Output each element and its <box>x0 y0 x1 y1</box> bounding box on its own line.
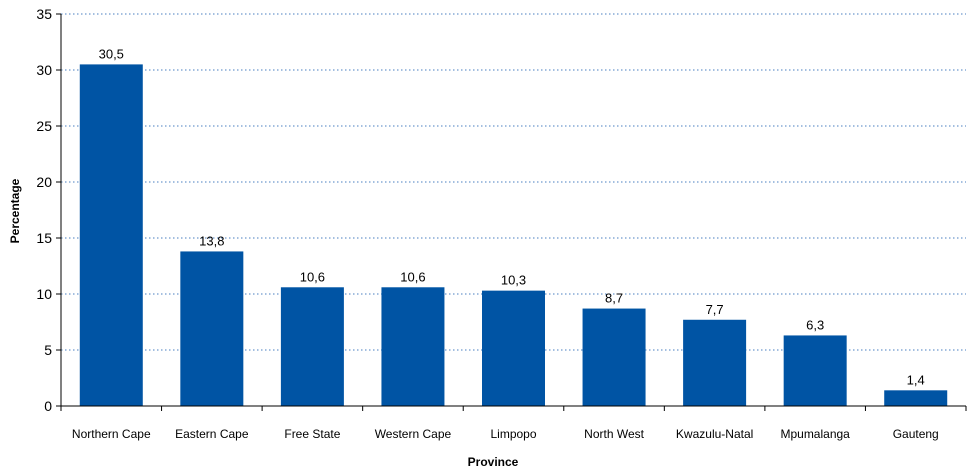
bar <box>683 319 747 406</box>
bar <box>582 308 646 406</box>
y-tick-label: 5 <box>44 342 52 358</box>
data-label: 6,3 <box>806 317 824 332</box>
x-tick-label: Eastern Cape <box>175 427 249 441</box>
y-axis-title: Percentage <box>8 178 22 243</box>
y-tick-label: 35 <box>36 6 52 22</box>
data-label: 7,7 <box>706 302 724 317</box>
data-label: 8,7 <box>605 291 623 306</box>
y-tick-label: 20 <box>36 174 52 190</box>
x-tick-label: Gauteng <box>893 427 939 441</box>
x-tick-label: Free State <box>284 427 340 441</box>
x-tick-label: Kwazulu-Natal <box>676 427 753 441</box>
bar <box>884 390 948 406</box>
data-label: 10,6 <box>300 269 325 284</box>
data-label: 30,5 <box>99 46 124 61</box>
y-tick-label: 0 <box>44 398 52 414</box>
data-label: 13,8 <box>199 233 224 248</box>
data-label: 1,4 <box>907 372 925 387</box>
x-axis-title: Province <box>468 455 519 469</box>
x-tick-label: Limpopo <box>490 427 536 441</box>
x-tick-label: Mpumalanga <box>780 427 850 441</box>
x-tick-label: Western Cape <box>375 427 452 441</box>
axes: 0 5 10 15 20 25 30 35 Northern Cape Eastern Cape F… <box>36 6 967 441</box>
bar <box>482 290 545 406</box>
x-tick-label: Northern Cape <box>72 427 151 441</box>
bar <box>79 64 143 407</box>
y-tick-label: 30 <box>36 62 52 78</box>
bar <box>381 287 445 406</box>
y-tick-label: 10 <box>36 286 52 302</box>
y-tick-label: 25 <box>36 118 52 134</box>
bar <box>783 335 847 406</box>
x-tick-label: North West <box>584 427 644 441</box>
y-tick-label: 15 <box>36 230 52 246</box>
bars <box>79 64 948 407</box>
data-label: 10,6 <box>400 269 425 284</box>
data-label: 10,3 <box>501 273 526 288</box>
bar <box>280 287 344 406</box>
bar <box>180 251 244 406</box>
data-labels: 30,5 13,8 10,6 10,6 10,3 8,7 7,7 6,3 1,4 <box>99 46 925 387</box>
